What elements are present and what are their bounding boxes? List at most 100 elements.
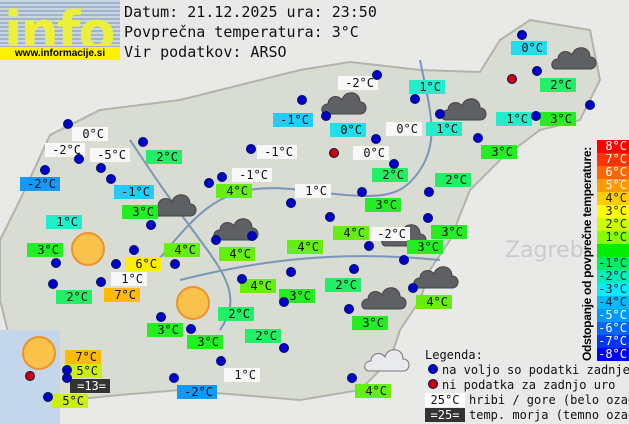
station-temperature: 3°C [187, 335, 223, 349]
station-dot[interactable] [48, 279, 58, 289]
sun-icon [176, 286, 210, 320]
station-dot[interactable] [146, 220, 156, 230]
scale-step: -5°C [597, 308, 629, 322]
station-dot[interactable] [279, 343, 289, 353]
station-temperature: 2°C [435, 173, 471, 187]
rain-cloud-icon [364, 349, 410, 372]
station-dot[interactable] [111, 259, 121, 269]
scale-step: -7°C [597, 334, 629, 348]
station-dot[interactable] [372, 70, 382, 80]
station-dot[interactable] [40, 165, 50, 175]
station-dot[interactable] [186, 324, 196, 334]
station-temperature: -5°C [90, 148, 130, 162]
station-dot[interactable] [237, 274, 247, 284]
station-temperature: 0°C [511, 41, 547, 55]
station-dot[interactable] [357, 187, 367, 197]
station-dot[interactable] [517, 30, 527, 40]
station-dot[interactable] [410, 94, 420, 104]
station-temperature: 3°C [431, 225, 467, 239]
scale-step: 2°C [597, 218, 629, 231]
station-dot-missing[interactable] [329, 148, 339, 158]
logo[interactable]: info www.informacije.si [0, 0, 120, 60]
logo-url[interactable]: www.informacije.si [0, 47, 120, 60]
station-temperature: -1°C [257, 145, 297, 159]
station-dot[interactable] [585, 100, 595, 110]
station-dot[interactable] [325, 212, 335, 222]
station-dot[interactable] [389, 159, 399, 169]
cloud-icon [361, 287, 407, 310]
scale-step: 4°C [597, 192, 629, 205]
station-temperature: 6°C [125, 257, 161, 271]
station-dot[interactable] [63, 119, 73, 129]
station-dot[interactable] [344, 304, 354, 314]
data-source: Vir podatkov: ARSO [124, 43, 287, 61]
station-dot[interactable] [96, 277, 106, 287]
station-dot[interactable] [138, 137, 148, 147]
station-dot[interactable] [473, 133, 483, 143]
station-dot[interactable] [286, 198, 296, 208]
scale-step: 3°C [597, 205, 629, 218]
station-dot[interactable] [408, 283, 418, 293]
station-temperature: 4°C [355, 384, 391, 398]
station-dot[interactable] [169, 373, 179, 383]
station-temperature: 2°C [245, 329, 281, 343]
station-temperature: 3°C [481, 145, 517, 159]
station-dot[interactable] [531, 111, 541, 121]
cloud-icon [551, 47, 597, 70]
station-temperature: 0°C [330, 123, 366, 137]
station-dot[interactable] [170, 259, 180, 269]
station-dot[interactable] [423, 213, 433, 223]
station-temperature: 3°C [352, 316, 388, 330]
station-temperature: -1°C [232, 168, 272, 182]
scale-step: 7°C [597, 153, 629, 166]
station-dot[interactable] [435, 109, 445, 119]
station-dot[interactable] [156, 312, 166, 322]
station-dot[interactable] [286, 267, 296, 277]
legend-mountain: hribi / gore (belo ozadje) [469, 393, 629, 407]
cloud-icon [441, 98, 487, 121]
legend-missing: ni podatka za zadnjo uro [442, 378, 616, 392]
station-temperature: 4°C [287, 240, 323, 254]
station-dot[interactable] [216, 356, 226, 366]
station-dot-missing[interactable] [507, 74, 517, 84]
station-temperature: 2°C [146, 150, 182, 164]
station-dot[interactable] [399, 255, 409, 265]
station-dot[interactable] [297, 95, 307, 105]
station-dot-missing[interactable] [25, 371, 35, 381]
station-dot[interactable] [349, 264, 359, 274]
station-temperature: 3°C [122, 205, 158, 219]
station-dot[interactable] [424, 187, 434, 197]
station-dot[interactable] [247, 231, 257, 241]
station-dot[interactable] [371, 134, 381, 144]
station-dot[interactable] [532, 66, 542, 76]
station-dot[interactable] [74, 154, 84, 164]
station-dot[interactable] [321, 111, 331, 121]
station-temperature: 1°C [111, 272, 147, 286]
cloud-icon [321, 92, 367, 115]
scale-step: -2°C [597, 269, 629, 283]
station-dot[interactable] [129, 245, 139, 255]
station-dot[interactable] [246, 144, 256, 154]
station-dot[interactable] [106, 174, 116, 184]
city-label-zagreb: Zagreb [505, 238, 584, 263]
station-temperature: 7°C [65, 350, 101, 364]
scale-step: 5°C [597, 179, 629, 192]
station-dot[interactable] [96, 163, 106, 173]
scale-step: 1°C [597, 231, 629, 244]
station-dot[interactable] [347, 373, 357, 383]
station-temperature: 4°C [240, 279, 276, 293]
station-temperature: 2°C [325, 278, 361, 292]
station-dot[interactable] [204, 178, 214, 188]
legend-title: Legenda: [425, 348, 483, 362]
station-temperature: -2°C [20, 177, 60, 191]
station-temperature: 2°C [56, 290, 92, 304]
station-temperature: 2°C [372, 168, 408, 182]
mountain-sample: 25°C [425, 393, 465, 407]
station-dot[interactable] [211, 235, 221, 245]
station-dot[interactable] [51, 258, 61, 268]
station-dot[interactable] [279, 297, 289, 307]
station-dot[interactable] [62, 373, 72, 383]
station-dot[interactable] [217, 172, 227, 182]
station-dot[interactable] [43, 392, 53, 402]
station-dot[interactable] [364, 241, 374, 251]
